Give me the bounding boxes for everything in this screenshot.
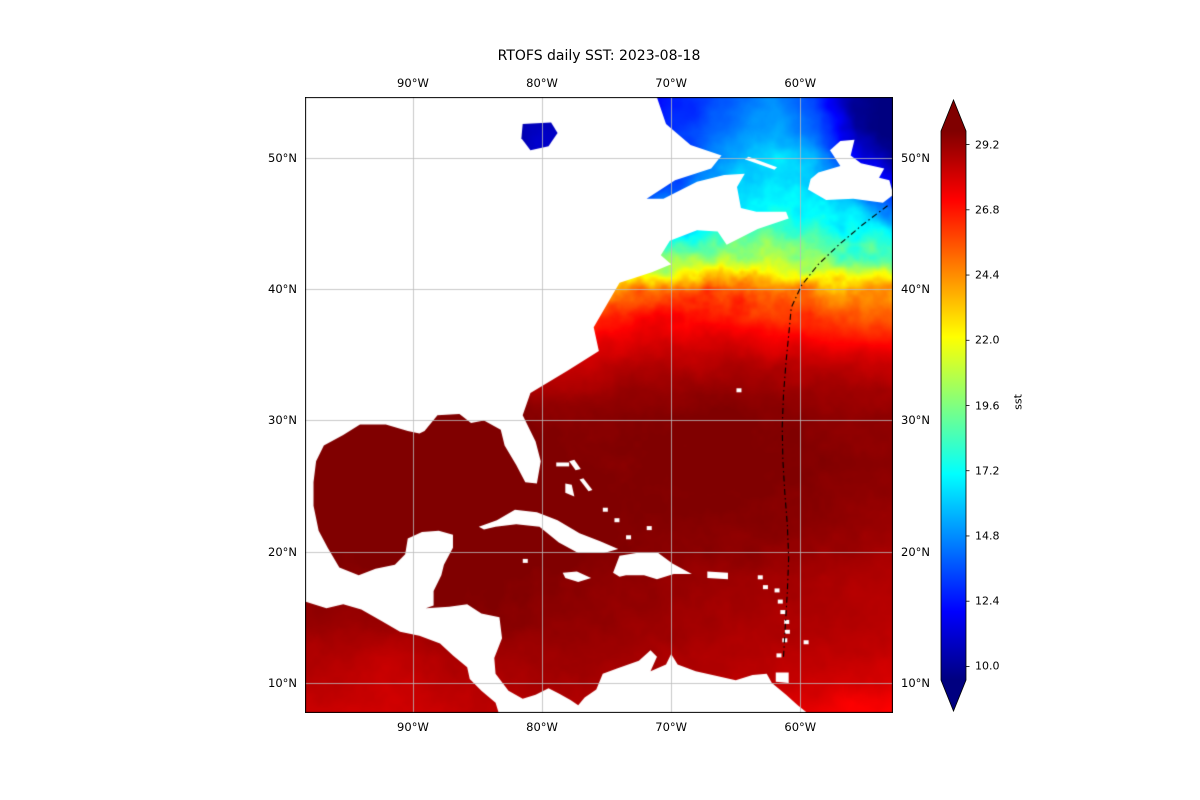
colorbar-axis-label: sst <box>1011 394 1025 410</box>
colorbar-tick-label: 19.6 <box>975 399 1000 412</box>
lat-tick-label-right: 10°N <box>901 675 930 690</box>
lat-tick-label-left: 40°N <box>268 282 297 297</box>
lon-tick-label-bottom: 80°W <box>526 720 558 734</box>
colorbar-tick-label: 24.4 <box>975 268 1000 282</box>
colorbar-bar <box>940 98 967 713</box>
chart-title: RTOFS daily SST: 2023-08-18 <box>497 48 701 64</box>
lon-tick-label-top: 80°W <box>526 76 558 90</box>
lat-tick-label-right: 40°N <box>901 282 930 297</box>
colorbar-tick-label: 17.2 <box>975 464 1000 478</box>
lat-tick-label-left: 50°N <box>268 151 297 166</box>
lat-tick-label-left: 10°N <box>268 675 297 690</box>
sst-heatmap-canvas <box>305 97 893 713</box>
lon-tick-label-top: 70°W <box>655 76 688 90</box>
colorbar-tick-label: 14.8 <box>975 529 1000 543</box>
lat-tick-label-right: 20°N <box>901 544 930 559</box>
lat-tick-label-left: 20°N <box>268 544 297 559</box>
colorbar-tick-label: 26.8 <box>975 203 1000 217</box>
colorbar-tick-label: 22.0 <box>975 333 1000 347</box>
lat-tick-label-right: 30°N <box>901 413 930 428</box>
colorbar-tick-label: 12.4 <box>975 594 1000 608</box>
lon-tick-label-top: 60°W <box>784 76 817 90</box>
lon-tick-label-bottom: 90°W <box>397 720 429 734</box>
lat-tick-label-left: 30°N <box>268 413 297 428</box>
colorbar <box>940 98 970 713</box>
colorbar-tick-label: 10.0 <box>975 659 1000 673</box>
lon-tick-label-top: 90°W <box>397 76 429 90</box>
colorbar-tick-label: 29.2 <box>975 138 1000 152</box>
lat-tick-label-right: 50°N <box>901 151 930 166</box>
lon-tick-label-bottom: 70°W <box>655 720 688 734</box>
lon-tick-label-bottom: 60°W <box>784 720 817 734</box>
